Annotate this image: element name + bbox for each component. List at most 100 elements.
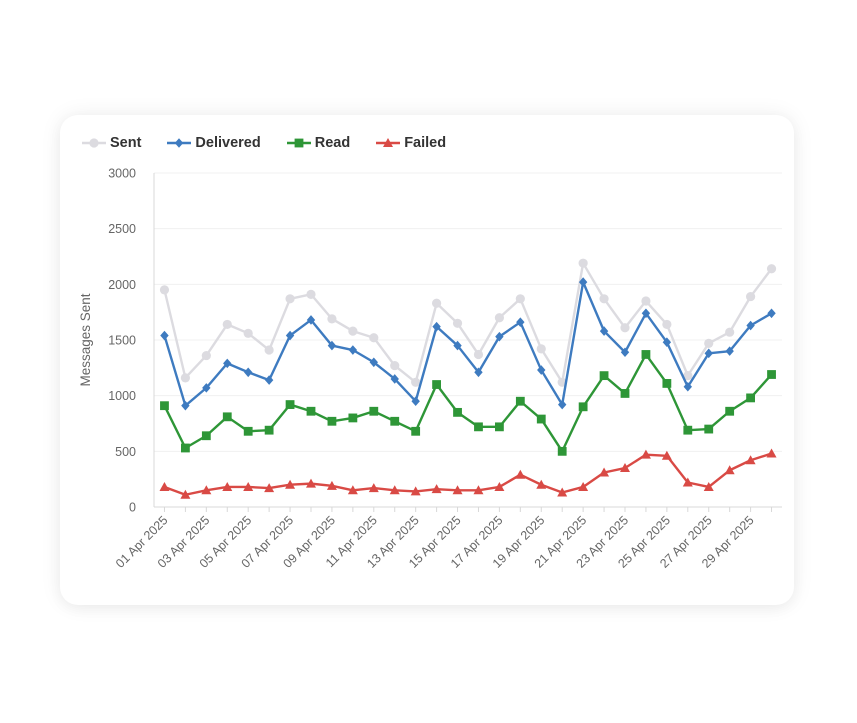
series-failed bbox=[159, 448, 777, 499]
data-point-delivered bbox=[432, 321, 441, 332]
data-point-delivered bbox=[306, 315, 316, 325]
chart-card: Sent Delivered Read Failed 0 500 1000 1500 2000… bbox=[60, 115, 794, 605]
series-delivered bbox=[160, 277, 776, 411]
data-point-sent bbox=[452, 318, 463, 328]
data-point-read bbox=[746, 393, 755, 403]
data-point-read bbox=[557, 446, 567, 456]
data-point-failed bbox=[724, 465, 735, 475]
data-point-delivered bbox=[181, 400, 190, 411]
data-point-sent bbox=[536, 344, 546, 354]
data-point-failed bbox=[682, 477, 693, 487]
data-point-read bbox=[160, 401, 169, 411]
data-point-delivered bbox=[641, 308, 651, 319]
series-sent bbox=[159, 258, 777, 387]
y-tick-label: 500 bbox=[115, 445, 136, 459]
data-point-sent bbox=[390, 361, 400, 371]
data-point-failed bbox=[347, 485, 358, 495]
data-point-read bbox=[432, 380, 441, 389]
data-point-delivered bbox=[223, 358, 232, 369]
legend-symbol bbox=[383, 138, 394, 147]
data-point-sent bbox=[222, 319, 232, 330]
data-point-sent bbox=[159, 285, 170, 295]
legend-marker-delivered-icon bbox=[167, 138, 192, 148]
data-point-read bbox=[222, 412, 232, 422]
data-point-failed bbox=[326, 480, 337, 490]
data-point-sent bbox=[432, 298, 442, 308]
y-tick-label: 3000 bbox=[108, 167, 136, 181]
data-point-sent bbox=[348, 326, 358, 336]
data-point-delivered bbox=[725, 346, 734, 356]
y-tick-label: 1000 bbox=[108, 389, 136, 403]
data-point-read bbox=[578, 402, 588, 412]
data-point-delivered bbox=[599, 326, 609, 336]
legend-item-read[interactable]: Read bbox=[286, 135, 350, 151]
data-point-sent bbox=[662, 319, 672, 330]
series-line-delivered bbox=[163, 280, 773, 407]
data-point-failed bbox=[452, 485, 463, 495]
data-point-sent bbox=[766, 264, 777, 274]
data-point-failed bbox=[703, 481, 714, 491]
data-point-read bbox=[201, 431, 211, 441]
data-point-failed bbox=[222, 481, 233, 491]
data-point-read bbox=[474, 422, 483, 432]
data-point-sent bbox=[599, 294, 609, 304]
series-line-failed bbox=[163, 452, 773, 496]
data-point-delivered bbox=[474, 367, 483, 378]
data-point-read bbox=[641, 350, 651, 359]
data-point-read bbox=[243, 426, 253, 436]
data-point-read bbox=[348, 413, 358, 423]
data-point-read bbox=[620, 389, 630, 398]
legend-marker-sent-icon bbox=[82, 138, 106, 148]
legend-item-sent[interactable]: Sent bbox=[82, 135, 141, 151]
data-point-failed bbox=[264, 483, 275, 493]
chart-legend: Sent Delivered Read Failed bbox=[82, 135, 472, 151]
series-read bbox=[160, 350, 776, 456]
data-point-delivered bbox=[746, 320, 755, 331]
data-point-failed bbox=[620, 463, 630, 473]
series-line-sent bbox=[163, 261, 773, 384]
data-point-failed bbox=[578, 481, 589, 491]
data-point-sent bbox=[285, 294, 295, 304]
data-point-delivered bbox=[704, 348, 713, 359]
data-point-delivered bbox=[327, 340, 337, 351]
data-point-sent bbox=[327, 314, 337, 324]
data-point-read bbox=[264, 425, 274, 435]
data-point-sent bbox=[411, 377, 421, 387]
data-point-delivered bbox=[683, 381, 692, 392]
legend-label: Delivered bbox=[195, 135, 261, 151]
data-point-read bbox=[515, 396, 525, 406]
data-point-sent bbox=[746, 291, 756, 302]
data-point-failed bbox=[389, 485, 400, 495]
data-point-read bbox=[369, 406, 379, 416]
data-point-failed bbox=[640, 449, 651, 459]
data-point-read bbox=[725, 406, 735, 416]
data-point-failed bbox=[515, 469, 526, 479]
data-point-read bbox=[306, 406, 316, 416]
legend-item-delivered[interactable]: Delivered bbox=[167, 135, 261, 151]
data-point-delivered bbox=[495, 331, 504, 342]
data-point-sent bbox=[683, 371, 693, 381]
data-point-failed bbox=[306, 478, 316, 488]
legend-item-failed[interactable]: Failed bbox=[376, 135, 446, 151]
data-point-delivered bbox=[767, 308, 776, 319]
data-point-failed bbox=[243, 481, 254, 491]
legend-label: Sent bbox=[110, 135, 142, 151]
legend-label: Failed bbox=[404, 135, 447, 151]
data-point-sent bbox=[641, 296, 651, 306]
data-point-failed bbox=[745, 455, 756, 465]
data-point-read bbox=[453, 407, 462, 417]
data-point-sent bbox=[620, 323, 630, 333]
data-point-failed bbox=[599, 467, 610, 477]
data-point-sent bbox=[473, 349, 484, 360]
data-point-sent bbox=[180, 373, 190, 383]
legend-symbol bbox=[294, 138, 304, 148]
data-point-sent bbox=[704, 338, 714, 348]
data-point-read bbox=[683, 425, 693, 435]
data-point-read bbox=[767, 370, 776, 379]
data-point-delivered bbox=[348, 345, 358, 355]
data-point-read bbox=[181, 443, 190, 453]
data-point-failed bbox=[201, 485, 212, 495]
data-point-delivered bbox=[202, 383, 211, 393]
data-point-failed bbox=[159, 481, 170, 491]
